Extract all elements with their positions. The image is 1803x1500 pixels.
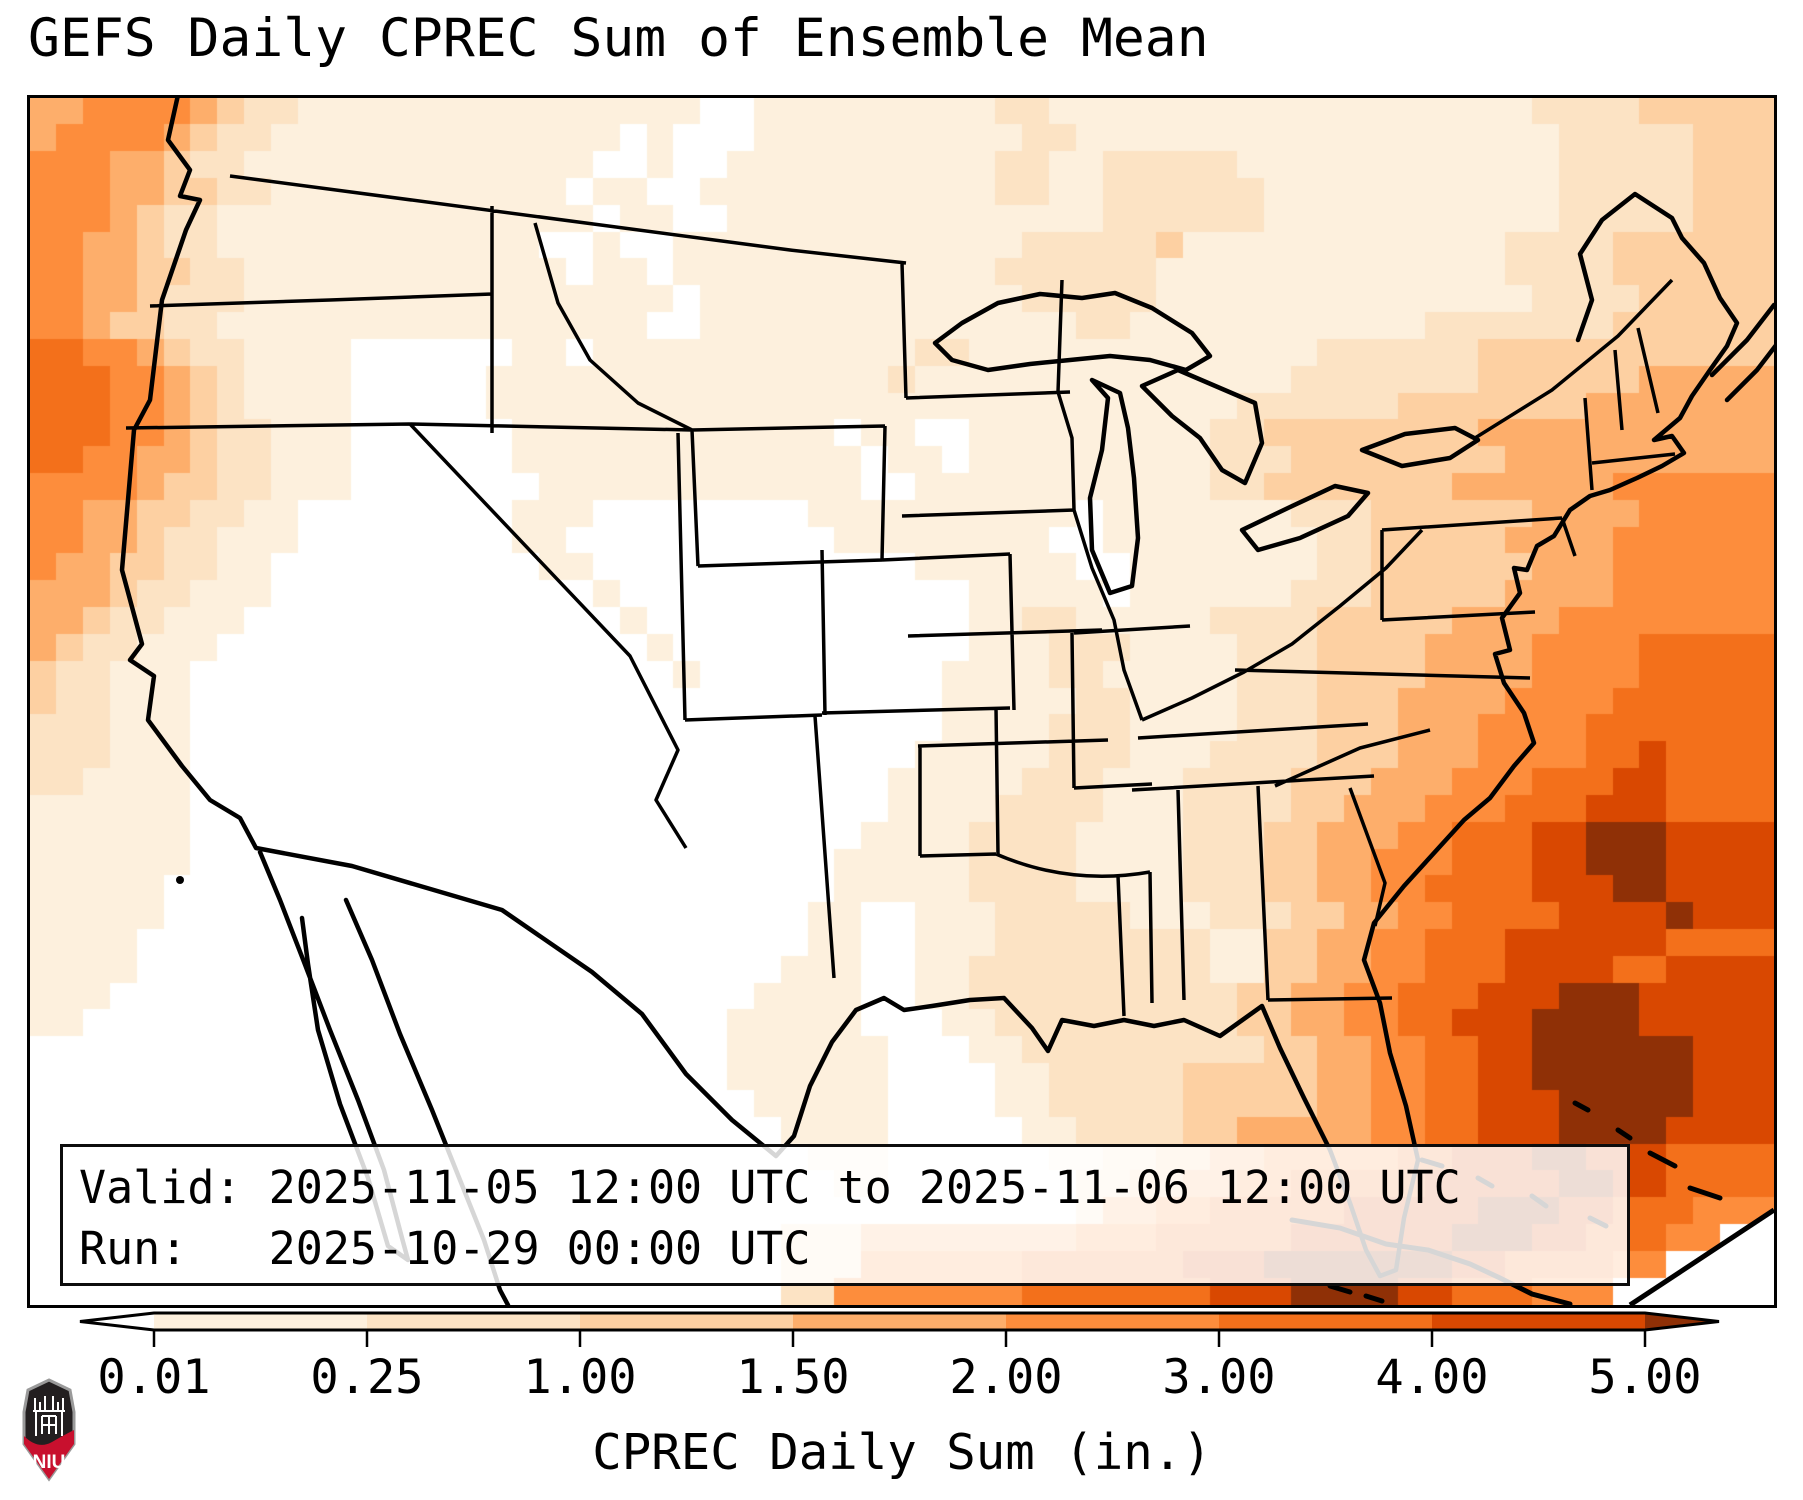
colorbar-tick-label: 3.00 xyxy=(1162,1350,1276,1405)
great-lakes-outline xyxy=(932,290,1481,596)
colorbar-tick-label: 4.00 xyxy=(1375,1350,1489,1405)
channel-island-dot xyxy=(176,876,184,884)
colorbar-tick-label: 5.00 xyxy=(1588,1350,1702,1405)
map-borders-overlay xyxy=(119,98,1774,1305)
shield-red-field xyxy=(24,1430,74,1479)
colorbar-tick-label: 1.50 xyxy=(736,1350,850,1405)
colorbar-axis-label: CPREC Daily Sum (in.) xyxy=(592,1424,1212,1481)
colorbar-tick-label: 2.00 xyxy=(949,1350,1063,1405)
niu-logo-text: NIU xyxy=(33,1452,66,1473)
colorbar-tick-labels: 0.01 0.25 1.00 1.50 2.00 3.00 4.00 5.00 xyxy=(0,1352,1803,1408)
colorbar-tick-label: 1.00 xyxy=(523,1350,637,1405)
coastline xyxy=(119,98,1774,1305)
domain-edge-line xyxy=(1628,1207,1774,1305)
valid-run-info-box: Valid: 2025-11-05 12:00 UTC to 2025-11-0… xyxy=(60,1144,1630,1286)
castle-icon xyxy=(33,1396,65,1436)
niu-logo: NIU xyxy=(22,1378,76,1482)
state-borders xyxy=(125,174,1676,1017)
colorbar-tick-label: 0.01 xyxy=(97,1350,211,1405)
figure-title: GEFS Daily CPREC Sum of Ensemble Mean xyxy=(28,8,1209,69)
valid-line: Valid: 2025-11-05 12:00 UTC to 2025-11-0… xyxy=(79,1161,1461,1214)
map-panel: Valid: 2025-11-05 12:00 UTC to 2025-11-0… xyxy=(27,95,1777,1308)
run-line: Run: 2025-10-29 00:00 UTC xyxy=(79,1222,811,1275)
colorbar-tick-label: 0.25 xyxy=(310,1350,424,1405)
colorbar xyxy=(79,1311,1720,1347)
